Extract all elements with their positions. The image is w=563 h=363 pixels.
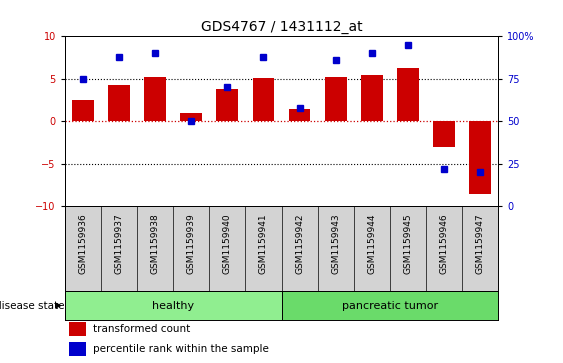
Text: transformed count: transformed count <box>93 324 190 334</box>
Bar <box>361 76 383 121</box>
Bar <box>282 291 498 320</box>
Bar <box>72 100 93 121</box>
Text: GSM1159942: GSM1159942 <box>295 213 304 274</box>
Bar <box>253 78 274 121</box>
Bar <box>434 121 455 147</box>
Bar <box>144 77 166 121</box>
Text: GSM1159947: GSM1159947 <box>476 213 485 274</box>
Text: GSM1159937: GSM1159937 <box>114 213 123 274</box>
Text: GSM1159940: GSM1159940 <box>223 213 232 274</box>
Text: GSM1159936: GSM1159936 <box>78 213 87 274</box>
Text: healthy: healthy <box>152 301 194 310</box>
Bar <box>470 121 491 193</box>
Text: GSM1159944: GSM1159944 <box>367 213 376 274</box>
Bar <box>69 342 87 356</box>
Text: pancreatic tumor: pancreatic tumor <box>342 301 438 310</box>
Text: GSM1159941: GSM1159941 <box>259 213 268 274</box>
Text: GSM1159938: GSM1159938 <box>150 213 159 274</box>
Bar <box>69 322 87 337</box>
Text: GSM1159946: GSM1159946 <box>440 213 449 274</box>
Bar <box>108 85 129 121</box>
Text: disease state: disease state <box>0 301 64 310</box>
Bar <box>325 77 347 121</box>
Title: GDS4767 / 1431112_at: GDS4767 / 1431112_at <box>200 20 363 34</box>
Text: GSM1159943: GSM1159943 <box>331 213 340 274</box>
Bar <box>216 89 238 121</box>
Text: percentile rank within the sample: percentile rank within the sample <box>93 344 269 354</box>
Text: GSM1159945: GSM1159945 <box>404 213 413 274</box>
Text: GSM1159939: GSM1159939 <box>187 213 196 274</box>
Bar <box>180 113 202 121</box>
Bar <box>65 291 282 320</box>
Bar <box>289 109 310 121</box>
Bar <box>397 68 419 121</box>
